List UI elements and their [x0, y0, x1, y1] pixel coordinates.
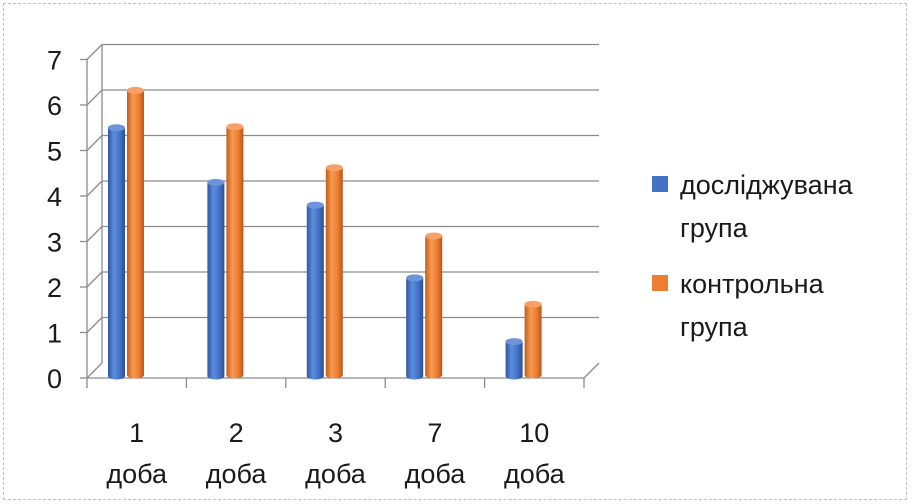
bar-top — [505, 338, 523, 346]
y-tick-label: 2 — [47, 273, 62, 303]
chart-frame — [3, 3, 907, 500]
legend-label: досліджувана — [680, 170, 854, 200]
gridline-slant — [86, 271, 103, 288]
y-axis-ticks: 0 1 2 3 4 5 6 7 — [47, 46, 87, 394]
bar — [505, 341, 523, 380]
bar-top — [425, 232, 443, 240]
gridline-slant — [86, 226, 103, 242]
gridline-slant — [86, 44, 103, 60]
x-tick-label: 2 — [229, 418, 244, 448]
bar — [226, 126, 244, 379]
x-tick-label: доба — [305, 459, 367, 489]
gridline-slant — [86, 135, 103, 151]
gridline-slant — [86, 89, 103, 106]
bar — [127, 90, 144, 379]
y-tick-label: 1 — [47, 319, 62, 349]
gridline-slant — [86, 180, 103, 197]
legend-label: контрольна — [680, 269, 825, 299]
legend-label: група — [680, 213, 749, 243]
y-tick-label: 7 — [47, 46, 62, 76]
bar-top — [108, 124, 125, 132]
legend-swatch — [652, 275, 668, 291]
legend: досліджувана група контрольна група — [652, 170, 854, 342]
x-tick-label: доба — [206, 459, 268, 489]
bar-top — [325, 164, 343, 172]
x-axis-ticks: 1 доба 2 доба 3 доба 7 доба 10 доба — [86, 378, 585, 489]
x-tick-label: доба — [504, 459, 566, 489]
bar — [325, 167, 343, 379]
bar — [306, 205, 324, 380]
x-tick-label: 3 — [328, 418, 343, 448]
bar — [524, 304, 542, 379]
bar — [406, 277, 424, 380]
y-tick-label: 4 — [47, 182, 62, 212]
x-tick-label: 7 — [427, 418, 442, 448]
x-tick-label: 1 — [129, 418, 144, 448]
x-tick-label: 10 — [519, 418, 549, 448]
bar-top — [127, 86, 144, 94]
floor-edge — [583, 362, 600, 379]
y-tick-label: 5 — [47, 137, 62, 167]
axes — [86, 44, 600, 379]
gridlines — [86, 43, 599, 379]
x-tick-label: доба — [405, 459, 467, 489]
bar — [425, 235, 443, 379]
x-tick-label: доба — [106, 459, 168, 489]
bar-top — [226, 123, 244, 131]
gridline-slant — [86, 317, 103, 333]
bars — [108, 86, 542, 380]
y-tick-label: 6 — [47, 91, 62, 121]
legend-swatch — [652, 176, 668, 192]
gridline-slant — [86, 362, 103, 379]
bar — [108, 127, 125, 380]
bar-top — [306, 201, 324, 209]
bar-top — [406, 274, 424, 282]
y-tick-label: 0 — [47, 364, 62, 394]
y-tick-label: 3 — [47, 228, 62, 258]
legend-label: група — [680, 312, 749, 342]
bar-top — [524, 300, 542, 308]
bar-top — [207, 178, 225, 186]
bar — [207, 182, 225, 380]
